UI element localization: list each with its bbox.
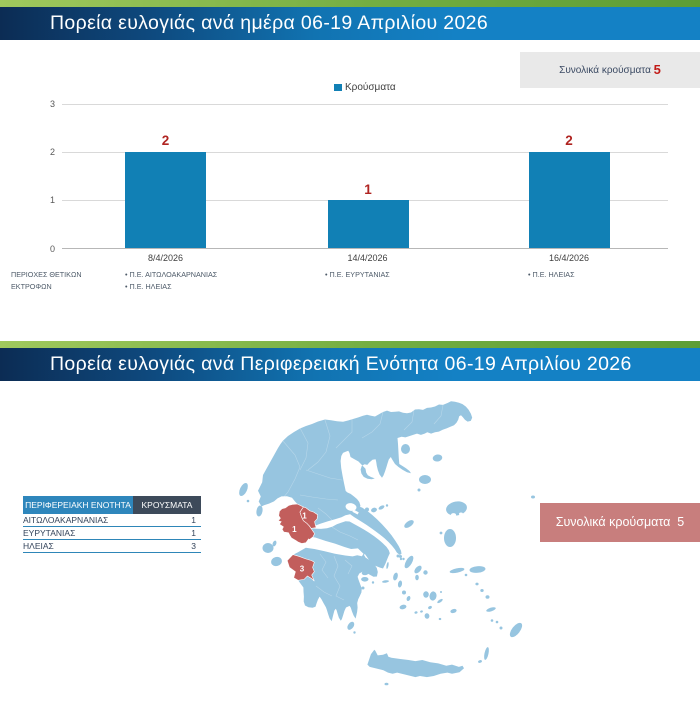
svg-text:3: 3 <box>300 565 305 574</box>
svg-text:1: 1 <box>292 525 297 534</box>
svg-text:1: 1 <box>302 512 307 521</box>
